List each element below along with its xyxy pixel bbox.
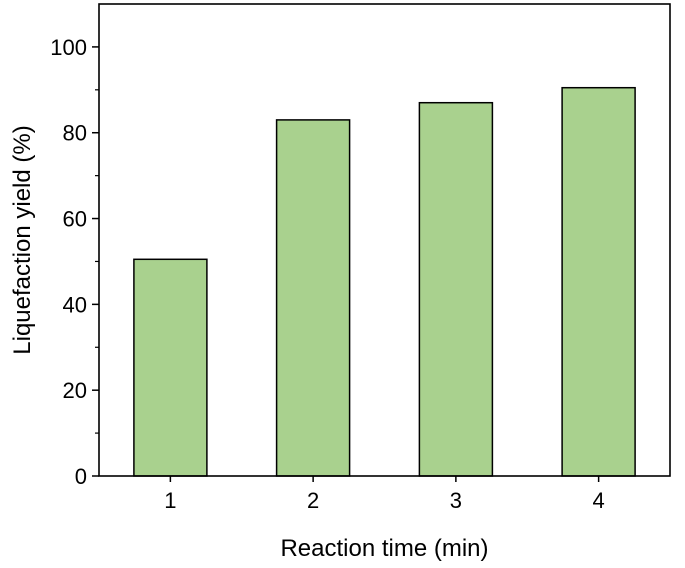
bars-layer xyxy=(133,86,636,477)
plot-frame xyxy=(98,3,671,477)
y-tick-label-100: 100 xyxy=(50,35,87,60)
x-tick-label-3: 3 xyxy=(450,488,462,513)
y-tick-label-20: 20 xyxy=(63,378,87,403)
x-tick-label-4: 4 xyxy=(593,488,605,513)
y-tick-label-0: 0 xyxy=(75,464,87,489)
bar-2 xyxy=(275,119,351,477)
bar-4 xyxy=(561,86,636,477)
y-tick-label-60: 60 xyxy=(63,207,87,232)
y-axis-title: Liquefaction yield (%) xyxy=(9,125,36,354)
x-tick-label-2: 2 xyxy=(307,488,319,513)
x-tick-label-1: 1 xyxy=(164,488,176,513)
x-axis-title: Reaction time (min) xyxy=(280,535,488,562)
y-tick-label-80: 80 xyxy=(63,121,87,146)
y-tick-label-40: 40 xyxy=(63,292,87,317)
bar-3 xyxy=(418,101,494,477)
bar-1 xyxy=(133,258,208,477)
